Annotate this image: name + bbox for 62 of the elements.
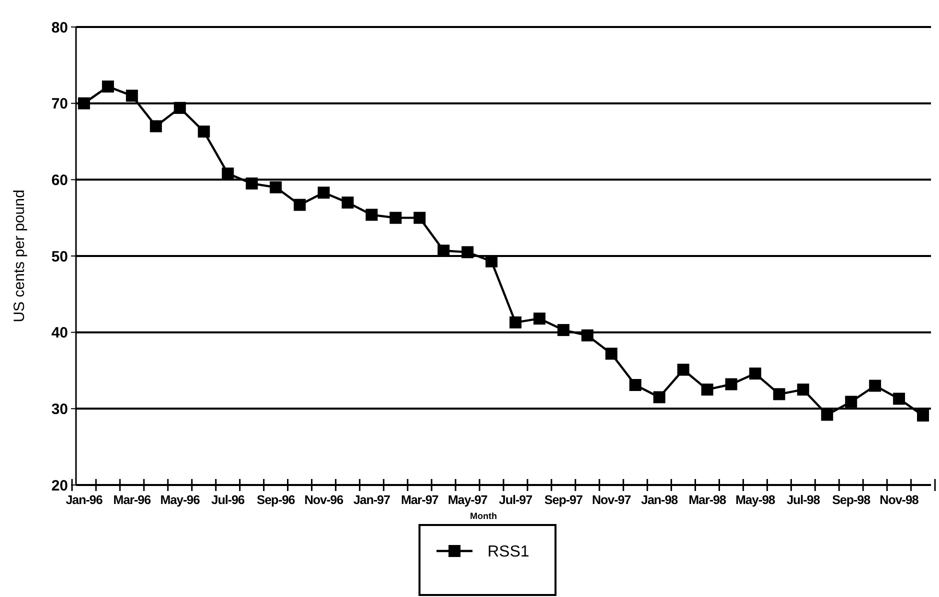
point [845, 396, 858, 408]
point [414, 212, 426, 224]
x-tick-label: Mar-98 [688, 493, 726, 507]
point [270, 181, 282, 194]
y-tick-label: 50 [51, 248, 68, 266]
point [366, 208, 378, 221]
point [797, 384, 810, 396]
point [150, 120, 162, 132]
x-tick-label: Sep-96 [256, 493, 296, 507]
point [78, 97, 90, 110]
x-tick-label: Sep-98 [832, 493, 871, 507]
point [222, 168, 234, 180]
point [653, 391, 666, 404]
point [509, 316, 522, 328]
y-tick-label: 80 [51, 19, 68, 36]
point [677, 364, 690, 376]
y-tick-label: 40 [51, 324, 68, 342]
x-tick-label: May-96 [160, 493, 200, 507]
x-tick-label: Jul-96 [211, 493, 245, 507]
x-tick-label: Nov-97 [592, 493, 632, 507]
point [342, 196, 354, 209]
x-tick-label: Mar-96 [113, 493, 152, 507]
x-tick-label: Jul-97 [498, 493, 533, 507]
point [174, 102, 186, 114]
point [629, 379, 642, 392]
x-tick-label: Mar-97 [400, 493, 439, 507]
point [605, 348, 618, 360]
x-tick-label: May-97 [448, 493, 488, 507]
x-tick-label: Jan-97 [353, 493, 391, 507]
y-tick-label: 30 [51, 400, 68, 418]
point [246, 177, 258, 190]
point [869, 380, 882, 392]
point [318, 186, 330, 199]
point [581, 329, 594, 342]
x-tick-label: Sep-97 [544, 493, 583, 507]
point [126, 90, 138, 102]
point [725, 378, 738, 390]
point [557, 324, 570, 336]
point [917, 410, 929, 422]
x-tick-label: Jan-96 [66, 493, 103, 507]
point [462, 246, 474, 258]
y-axis-title: US cents per pound [11, 190, 28, 322]
point [198, 126, 210, 138]
point [102, 80, 114, 93]
point [533, 312, 546, 325]
point [390, 212, 402, 224]
x-axis-title: Month [470, 511, 497, 521]
point [821, 408, 834, 421]
point [701, 384, 714, 396]
point [294, 198, 306, 211]
point [749, 368, 762, 380]
y-tick-label: 60 [51, 172, 68, 189]
y-tick-label: 70 [51, 96, 68, 113]
x-tick-label: Nov-98 [880, 493, 919, 507]
x-tick-label: Jan-98 [641, 493, 678, 507]
legend-label: RSS1 [488, 544, 530, 561]
x-tick-label: Jul-98 [786, 493, 820, 507]
y-tick-label: 20 [51, 477, 68, 494]
point [893, 392, 906, 405]
point [773, 388, 786, 400]
x-tick-label: May-98 [736, 493, 776, 507]
x-tick-label: Nov-96 [304, 493, 344, 507]
